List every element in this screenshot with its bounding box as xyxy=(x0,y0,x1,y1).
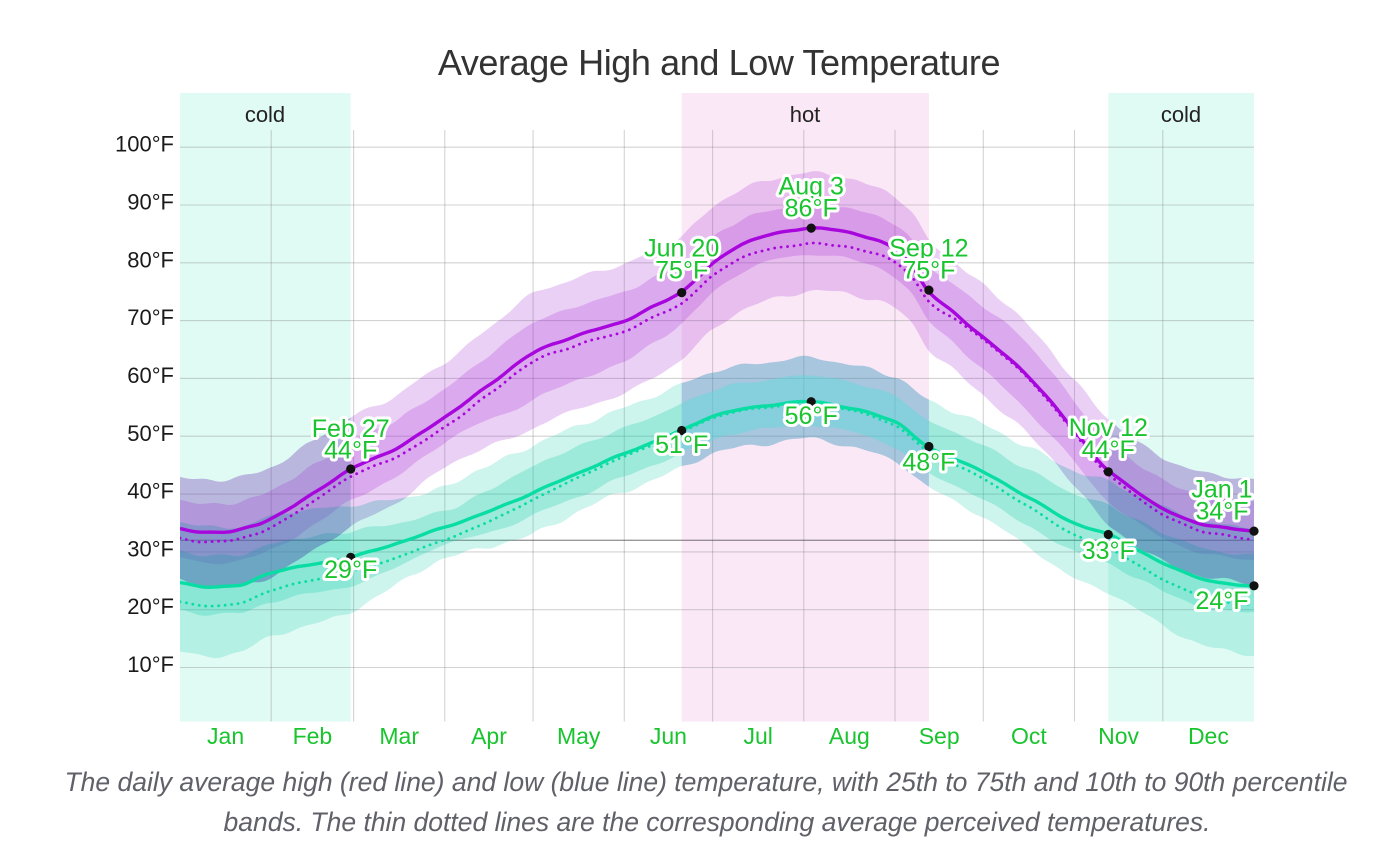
svg-text:Nov: Nov xyxy=(1098,723,1139,749)
svg-text:bands. The thin dotted lines a: bands. The thin dotted lines are the cor… xyxy=(224,807,1211,837)
svg-text:75°F: 75°F xyxy=(902,256,955,284)
svg-text:Sep: Sep xyxy=(919,723,960,749)
svg-text:Jan 1: Jan 1 xyxy=(1191,476,1252,504)
svg-text:51°F: 51°F xyxy=(655,431,708,459)
svg-text:10°F: 10°F xyxy=(127,652,174,677)
svg-text:86°F: 86°F xyxy=(785,195,838,223)
svg-text:cold: cold xyxy=(245,102,285,127)
svg-text:29°F: 29°F xyxy=(324,556,377,584)
svg-text:90°F: 90°F xyxy=(127,190,174,215)
svg-text:Average High and Low Temperatu: Average High and Low Temperature xyxy=(438,42,1000,83)
svg-text:Nov 12: Nov 12 xyxy=(1069,414,1148,442)
svg-text:40°F: 40°F xyxy=(127,479,174,504)
svg-text:33°F: 33°F xyxy=(1082,537,1135,565)
svg-text:Jun: Jun xyxy=(650,723,687,749)
svg-text:Dec: Dec xyxy=(1188,723,1229,749)
svg-text:Sep 12: Sep 12 xyxy=(889,235,968,263)
svg-text:75°F: 75°F xyxy=(655,256,708,284)
svg-text:Jan: Jan xyxy=(207,723,244,749)
svg-text:Aug 3: Aug 3 xyxy=(779,173,844,201)
svg-text:44°F: 44°F xyxy=(1082,436,1135,464)
svg-text:Jul: Jul xyxy=(743,723,772,749)
svg-text:60°F: 60°F xyxy=(127,363,174,388)
svg-text:80°F: 80°F xyxy=(127,247,174,272)
svg-text:50°F: 50°F xyxy=(127,421,174,446)
svg-text:Apr: Apr xyxy=(471,723,507,749)
svg-text:70°F: 70°F xyxy=(127,305,174,330)
svg-text:56°F: 56°F xyxy=(785,402,838,430)
svg-text:44°F: 44°F xyxy=(324,437,377,465)
svg-text:Feb 27: Feb 27 xyxy=(312,415,390,443)
svg-text:Mar: Mar xyxy=(379,723,419,749)
svg-text:Aug: Aug xyxy=(829,723,870,749)
svg-text:20°F: 20°F xyxy=(127,594,174,619)
svg-text:34°F: 34°F xyxy=(1195,498,1248,526)
svg-text:The daily average high (red li: The daily average high (red line) and lo… xyxy=(64,767,1347,797)
svg-text:Feb: Feb xyxy=(293,723,333,749)
svg-text:Oct: Oct xyxy=(1011,723,1047,749)
svg-text:24°F: 24°F xyxy=(1195,587,1248,615)
svg-text:May: May xyxy=(557,723,601,749)
svg-text:cold: cold xyxy=(1161,102,1201,127)
svg-text:48°F: 48°F xyxy=(902,448,955,476)
svg-text:30°F: 30°F xyxy=(127,536,174,561)
svg-text:Jun 20: Jun 20 xyxy=(644,235,719,263)
svg-text:hot: hot xyxy=(790,102,821,127)
svg-text:100°F: 100°F xyxy=(115,132,174,157)
